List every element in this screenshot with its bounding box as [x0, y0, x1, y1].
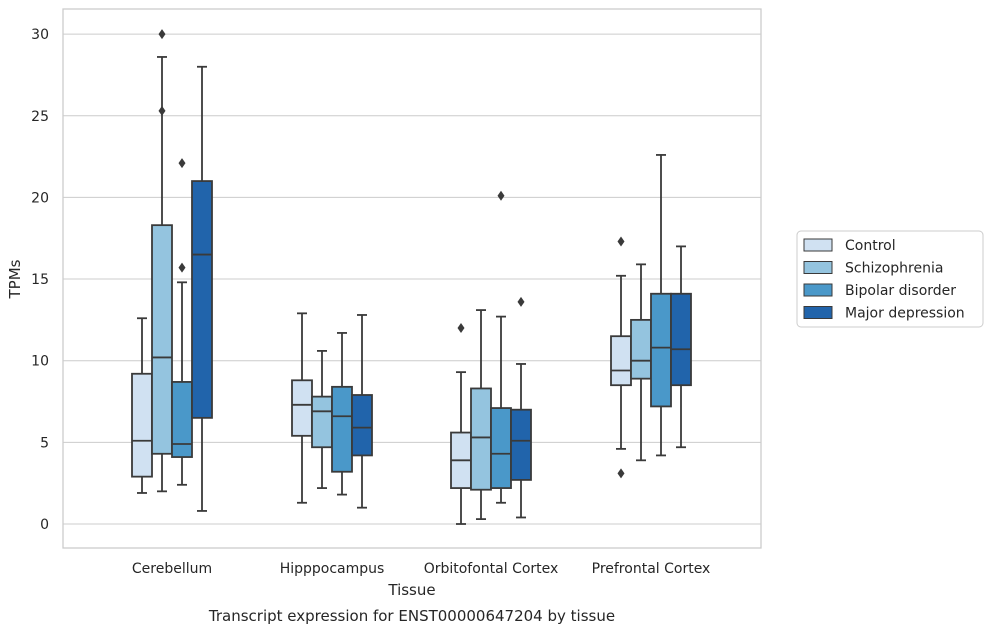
box-iqr — [131, 372, 153, 478]
y-axis-label: TPMs — [6, 259, 24, 299]
box-iqr — [490, 407, 512, 489]
legend-label: Bipolar disorder — [845, 283, 956, 299]
y-tick-label: 5 — [40, 435, 49, 451]
outlier-point — [457, 323, 465, 334]
legend: Control Schizophrenia Bipolar disorder Majo… — [796, 230, 984, 328]
outlier-point — [617, 236, 625, 247]
y-tick-label: 10 — [31, 354, 49, 370]
box — [670, 245, 692, 449]
box — [610, 236, 632, 479]
series-control — [131, 236, 632, 525]
series-major-depression — [191, 65, 692, 519]
legend-swatch — [803, 261, 833, 274]
chart-caption: Transcript expression for ENST0000064720… — [208, 607, 615, 625]
box-iqr — [510, 408, 532, 481]
box — [331, 332, 353, 496]
box — [171, 158, 193, 486]
x-axis-ticks: Cerebellum Hipppocampus Orbitofontal Corte… — [132, 561, 710, 577]
y-axis-ticks: 0 5 10 15 20 25 30 — [31, 27, 49, 533]
legend-swatch — [803, 238, 833, 252]
outlier-point — [158, 105, 166, 116]
x-tick-label: Cerebellum — [132, 561, 212, 577]
y-tick-label: 25 — [31, 109, 49, 125]
box — [470, 309, 492, 521]
outlier-point — [158, 29, 166, 40]
x-axis-label: Tissue — [387, 581, 435, 599]
y-tick-label: 15 — [31, 272, 49, 288]
box — [291, 312, 313, 504]
box-iqr — [650, 292, 672, 408]
box-iqr — [470, 387, 492, 491]
x-tick-label: Orbitofontal Cortex — [424, 561, 559, 577]
box-iqr — [171, 381, 193, 458]
box-iqr — [291, 379, 313, 437]
box-iqr — [331, 385, 353, 473]
y-tick-label: 30 — [31, 27, 49, 43]
plot-frame — [62, 8, 762, 549]
legend-swatch — [803, 283, 833, 297]
x-tick-label: Prefrontal Cortex — [592, 561, 711, 577]
box — [351, 314, 373, 509]
box-iqr — [610, 335, 632, 387]
outlier-point — [517, 296, 525, 307]
box-series — [131, 29, 692, 525]
series-bipolar-disorder — [171, 154, 672, 504]
outlier-point — [497, 190, 505, 201]
x-tick-label: Hipppocampus — [280, 561, 385, 577]
box-iqr — [151, 224, 173, 455]
box — [630, 263, 652, 462]
box-iqr — [191, 180, 213, 419]
box — [191, 65, 213, 512]
box — [450, 323, 472, 525]
outlier-point — [617, 468, 625, 479]
box-iqr — [351, 394, 373, 457]
y-tick-label: 20 — [31, 190, 49, 206]
outlier-point — [178, 262, 186, 273]
box-iqr — [311, 395, 333, 449]
y-tick-label: 0 — [40, 517, 49, 533]
legend-label: Schizophrenia — [845, 261, 943, 277]
outlier-point — [178, 158, 186, 169]
box-iqr — [630, 318, 652, 380]
series-schizophrenia — [151, 29, 652, 521]
box-iqr — [670, 292, 692, 387]
box — [650, 154, 672, 457]
legend-frame — [796, 230, 984, 328]
box — [510, 296, 532, 519]
box — [151, 29, 173, 493]
box — [131, 317, 153, 494]
box — [490, 190, 512, 504]
legend-swatch — [803, 306, 833, 319]
box — [311, 350, 333, 489]
legend-label: Major depression — [845, 306, 965, 322]
legend-label: Control — [845, 238, 896, 254]
